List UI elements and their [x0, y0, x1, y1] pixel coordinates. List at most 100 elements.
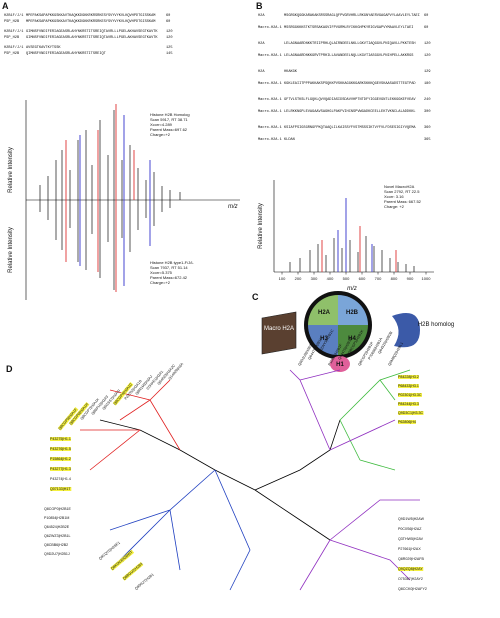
- sequence: KLDAN: [284, 138, 295, 142]
- leaf-label: Q8CBB6|H2B2: [44, 543, 68, 547]
- row-name: Macro-H2A.1: [258, 137, 282, 142]
- highlight: [50, 467, 71, 471]
- row-name: Macro-H2A.1: [258, 109, 282, 114]
- macro-block: [261, 311, 297, 355]
- leaf-label: P0C0S6|H2AZ: [398, 527, 422, 531]
- label: H2B: [346, 310, 359, 316]
- h2b-sector: [338, 295, 368, 325]
- label: H2A: [318, 310, 331, 316]
- highlight: [398, 420, 416, 424]
- sequence: GFTVLSTKSLFLGQKLQVVQADIASIDSDAVVHPTNTDFY…: [284, 98, 416, 102]
- leaf-label: P84244|H3.3: [398, 402, 419, 406]
- leaf-label: Q3THW5|H2AV: [398, 537, 424, 541]
- note-line: Parent Mass=672.42: [150, 275, 188, 280]
- row-name: Macro-H2A.1: [258, 53, 282, 58]
- leaf-label: Q8CGP0|H2B1E: [44, 507, 72, 511]
- leaf-label: P15864|H1.2: [50, 457, 71, 461]
- alignment: H2B1F/J/1 MPEPAKSAPAPKKGSKKAVTKAQKKDGKKRK…: [4, 13, 172, 56]
- position: 300: [424, 110, 430, 114]
- phylogenetic-tree: [80, 369, 420, 591]
- note-line: Scan 5917, RT 38.71: [150, 117, 188, 122]
- label: H3: [320, 336, 328, 342]
- position: 60: [166, 20, 170, 24]
- x-tick-label: 1000: [422, 276, 432, 281]
- spectrum-trace: [289, 236, 415, 272]
- note-line: Scan 7937, RT 51.14: [150, 265, 188, 270]
- axis-label: m/z: [347, 286, 357, 292]
- leaf-label: O75367|H2AY2: [398, 577, 423, 581]
- branch: [109, 469, 251, 591]
- h4-sector: [338, 325, 368, 355]
- h1-ellipse: [330, 356, 350, 372]
- sequence: QIMNSFVNDIFERIAGEASRLAHYNKRSTITSREIQT: [26, 52, 107, 56]
- row-name: PSP_H2B: [4, 20, 20, 24]
- note-line: Novel MacroH2A: [384, 184, 415, 189]
- leaf-label: P68433|H3.1: [398, 384, 419, 388]
- position: 120: [424, 42, 430, 46]
- sequence: HKAKGK: [284, 70, 298, 74]
- row-name: PSP_H2B: [4, 52, 20, 56]
- spectrum-trace: [39, 110, 181, 200]
- position: 120: [166, 36, 172, 40]
- highlight: [122, 561, 144, 581]
- sequence: KSIAFPSIGSGRNGFPKQTAAQLILKAISSYFVSTMSSSI…: [284, 126, 416, 130]
- position: 129: [424, 70, 430, 74]
- note-line: Charge: +2: [384, 204, 405, 209]
- x-tick-label: 300: [311, 276, 318, 281]
- panel-label: B: [256, 1, 263, 11]
- leaf-label: Q6ZWZ3|H2B1L: [44, 534, 71, 538]
- label: Macro H2A: [264, 326, 294, 332]
- axis-label: Relative Intensity: [258, 203, 264, 249]
- row-name: Macro-H2A.1: [258, 125, 282, 130]
- spectrum-b: Relative Intensity m/z Novel MacroH2ASca…: [258, 180, 434, 292]
- alignment: H2A MSGRGKQGGKARAKAKSRSSRAGLQFPVGRVHRLLRK…: [258, 14, 430, 142]
- sequence: GIMNSFVNDIFERIAGEASRLAHYNKRSTITSREIQTAVR…: [26, 30, 158, 34]
- x-tick-label: 400: [327, 276, 334, 281]
- leaf-label: P27661|H2AX: [398, 547, 421, 551]
- highlight: [68, 402, 90, 426]
- note-line: Histone H2B type1-F/J/L: [150, 260, 194, 265]
- row-name: H2B1F/J/1: [4, 13, 23, 18]
- axis-label: Relative Intensity: [8, 147, 14, 193]
- leaf-label: Q07133|H1T: [50, 487, 71, 491]
- leaf-label: Q8BGU2|H2B4: [122, 562, 143, 581]
- label: H2B homolog: [418, 322, 454, 328]
- note-line: Xcorr=5.375: [150, 270, 173, 275]
- highlight: [398, 402, 419, 406]
- x-tick-label: 100: [279, 276, 286, 281]
- sequence: AVSEGTKAVTKYTSSK: [26, 46, 61, 50]
- leaf-label: P02301|H3.3C: [398, 393, 422, 397]
- sequence: MPEPAKSAPAPKKGSKKAVTKAQKKDGKKRKRSRKESYSV…: [26, 20, 155, 24]
- highlight: [110, 549, 135, 571]
- leaf-label: P43275|H1.1: [50, 437, 71, 441]
- spectrum-trace: [65, 200, 117, 292]
- leaf-label: P43274|H1.4: [50, 477, 71, 481]
- leaf-label: Q9D9Z7|H2B1: [134, 573, 155, 591]
- row-name: H2A: [258, 14, 265, 18]
- sequence: LELRKKNGPLEVAGAAVSAGHGLPAKFVIHCNSPVWGADK…: [284, 110, 416, 114]
- row-name: Macro-H2A.1: [258, 81, 282, 86]
- highlight: [398, 411, 424, 415]
- sequence: KGKLEAIITPPPAKKAKSPSQKKPVSKKAGGKKGARKSKK…: [284, 82, 416, 86]
- leaf-label: Q64524|H2B2E: [44, 525, 70, 529]
- sequence: LELAGNAARDNKKGRVTPRHILLAVANDEELNQLLKGVTI…: [284, 54, 413, 58]
- x-tick-label: 200: [295, 276, 302, 281]
- position: 60: [424, 26, 428, 30]
- sequence: MPEPAKSAPAPKKGSKKAVTKAQKKDGKKRKRSRKESYSV…: [26, 14, 155, 18]
- branch: [80, 379, 181, 471]
- leaf-label: P84228|H3.2: [398, 375, 419, 379]
- note-line: Scan 2792, RT 22.5: [384, 189, 420, 194]
- h2a-sector: [308, 295, 338, 325]
- row-name: H2B1F/J/1: [4, 45, 23, 50]
- sequence: MSGRGKQGGKARAKAKSRSSRAGLQFPVGRVHRLLRKGNY…: [284, 14, 420, 18]
- x-tick-label: 500: [343, 276, 350, 281]
- highlight: [398, 375, 419, 379]
- leaf-label: Q9D3C1|H3.3C: [398, 411, 424, 415]
- leaf-label: Q9D1W5|H2AW: [398, 517, 425, 521]
- position: 180: [424, 82, 430, 86]
- highlight: [398, 393, 422, 397]
- spectrum-trace: [79, 200, 151, 286]
- label: H4: [348, 336, 356, 342]
